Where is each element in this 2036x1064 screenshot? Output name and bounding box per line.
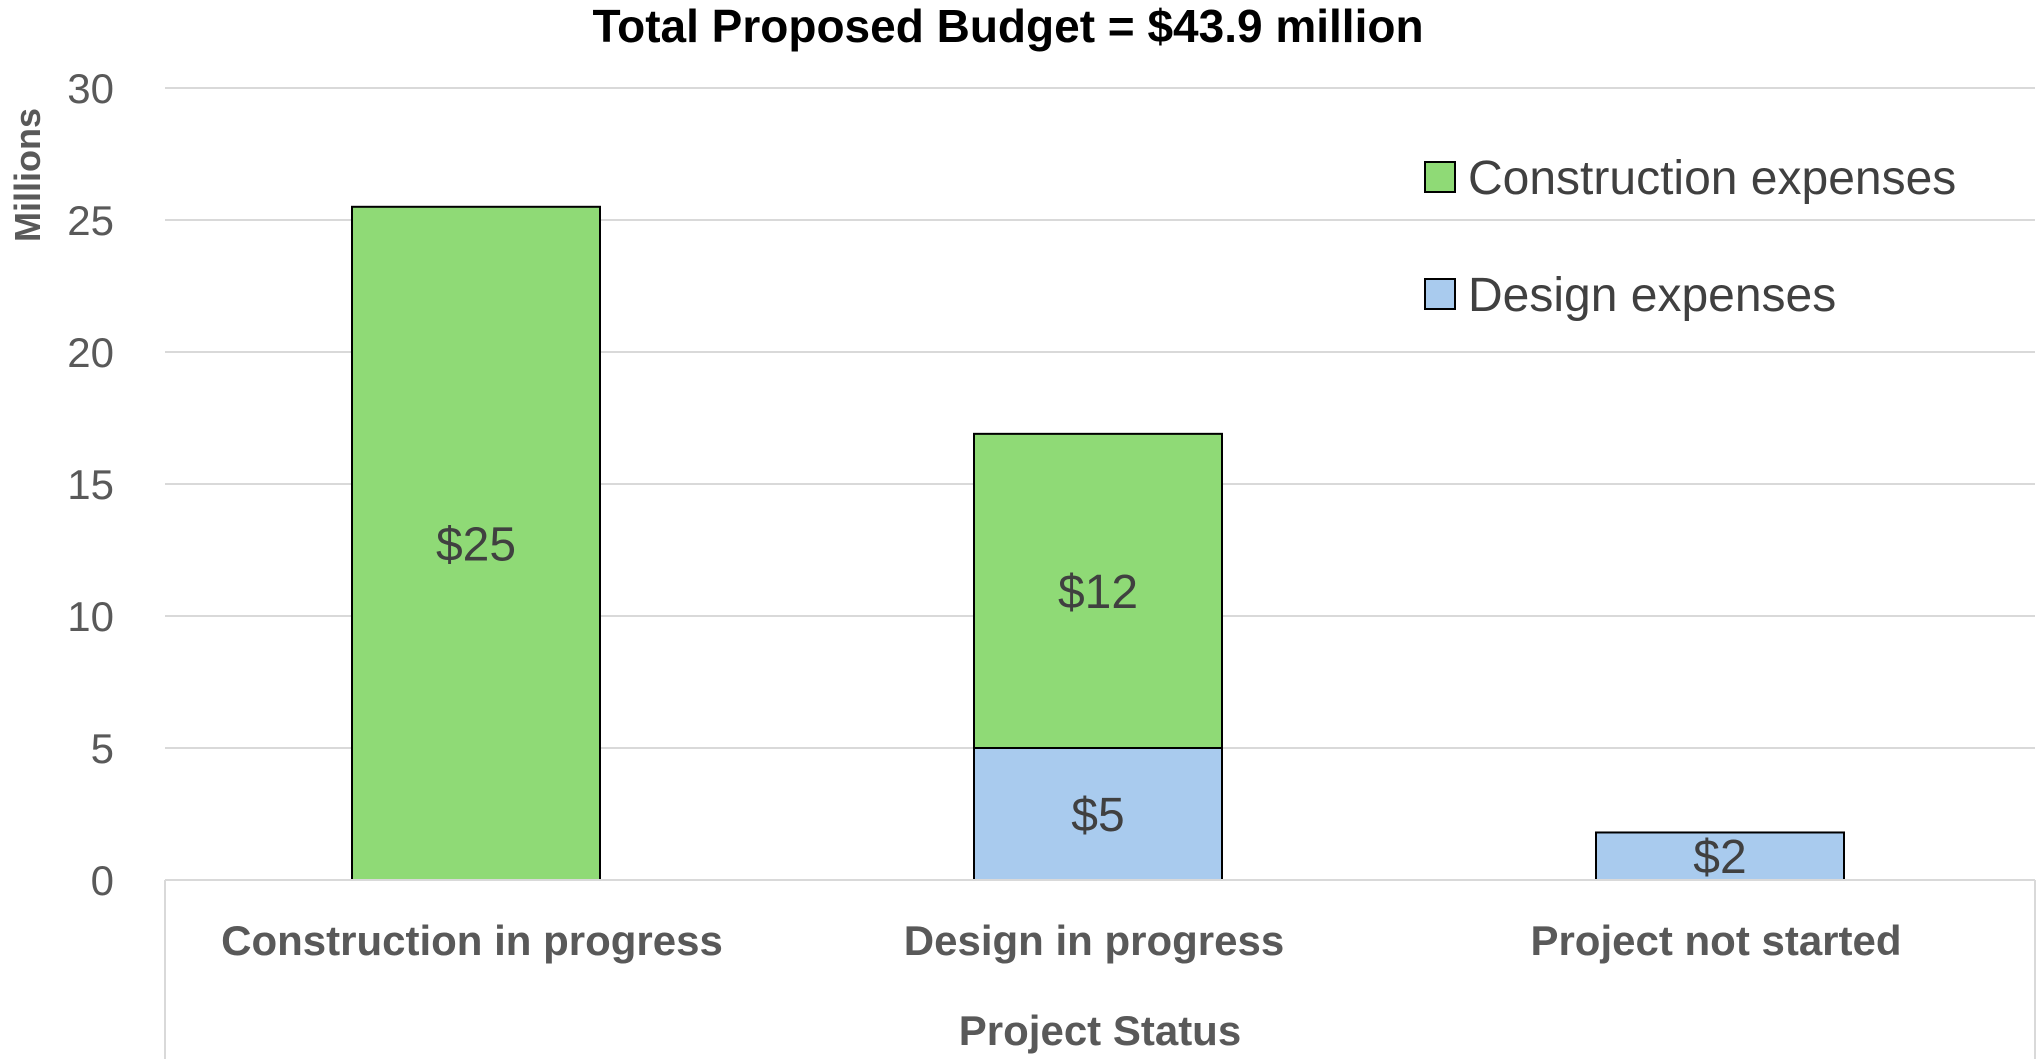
y-tick-label: 0 [91,857,114,904]
bar-segment [351,205,601,882]
bars [351,205,1845,882]
axes: 0 5 10 15 20 25 30 Construction in progress Desi… [67,65,2036,1059]
x-tick-label: Construction in progress [221,917,723,964]
bar-data-label: $5 [1071,789,1124,842]
legend-label: Design expenses [1468,269,1836,322]
x-tick-label: Design in progress [904,917,1284,964]
chart-title: Total Proposed Budget = $43.9 million [592,0,1423,52]
legend-swatch [1424,161,1456,193]
bar-data-label: $25 [436,518,516,571]
y-tick-label: 5 [91,725,114,772]
y-tick-label: 30 [67,65,114,112]
bar-segment [973,432,1223,749]
legend: Construction expenses Design expenses [1424,152,1956,322]
y-tick-label: 20 [67,329,114,376]
bar-segment [1595,831,1845,881]
x-axis-label: Project Status [959,1007,1241,1054]
y-axis-label: Millions [7,108,48,242]
y-tick-label: 10 [67,593,114,640]
bar-data-label: $12 [1058,566,1138,619]
x-tick-label: Project not started [1530,917,1901,964]
y-tick-label: 15 [67,461,114,508]
legend-label: Construction expenses [1468,152,1956,205]
y-tick-label: 25 [67,197,114,244]
data-labels: $5 $2 $25 $12 [436,518,1747,884]
legend-swatch [1424,278,1456,310]
bar-data-label: $2 [1693,831,1746,884]
